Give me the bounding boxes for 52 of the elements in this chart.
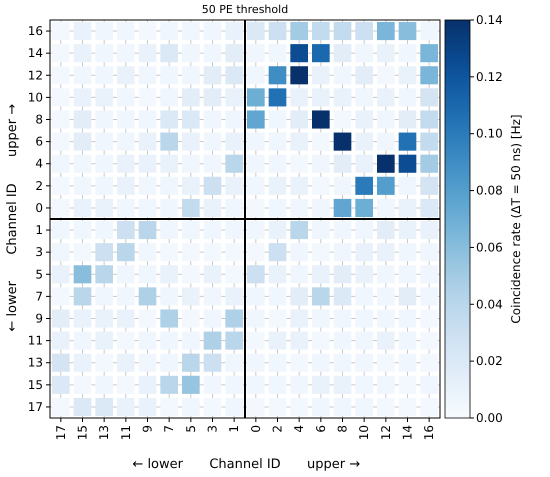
y-tick-label: 15 — [28, 378, 43, 392]
x-tick-label: 3 — [206, 425, 220, 433]
y-tick-label: 2 — [35, 178, 43, 193]
x-tick-label: 16 — [422, 425, 436, 440]
x-tick-label: 4 — [292, 425, 306, 433]
y-tick-label: 5 — [35, 267, 43, 282]
y-tick-label: 12 — [28, 68, 43, 82]
text: upper → — [307, 457, 360, 472]
x-tick-label: 7 — [162, 425, 176, 433]
color-bar-label: 0.10 — [476, 126, 503, 141]
text: ← lower — [5, 280, 20, 332]
y-tick-label: 14 — [28, 46, 43, 60]
x-axis-title: Channel ID — [209, 457, 281, 472]
color-bar-label: 0.02 — [476, 354, 503, 368]
x-tick-label: 15 — [76, 425, 90, 440]
chart-title: 50 PE threshold — [202, 3, 288, 16]
y-tick-label: 17 — [28, 400, 43, 414]
color-bar-title: Coincidence rate (ΔT = 50 ns) [Hz] — [509, 114, 523, 324]
y-tick-label: 3 — [35, 245, 43, 260]
y-tick-label: 6 — [35, 134, 43, 149]
x-tick-label: 14 — [400, 425, 414, 440]
y-tick-label: 0 — [35, 200, 43, 215]
x-tick-label: 10 — [357, 425, 372, 440]
y-tick-label: 1 — [35, 223, 43, 238]
x-tick-label: 8 — [336, 425, 350, 433]
y-tick-label: 8 — [35, 112, 43, 126]
x-tick-label: 13 — [97, 425, 112, 440]
y-tick-label: 10 — [28, 90, 43, 104]
x-tick-label: 12 — [378, 425, 393, 440]
color-bar-label: 0.06 — [476, 240, 503, 254]
x-tick-label: 5 — [184, 425, 198, 433]
x-tick-label: 1 — [227, 425, 242, 433]
y-tick-label: 16 — [28, 24, 43, 38]
y-tick-label: 7 — [35, 289, 43, 304]
x-tick-label: 2 — [270, 425, 284, 433]
color-bar-label: 0.14 — [476, 13, 503, 27]
color-bar-label: 0.12 — [476, 70, 503, 84]
y-tick-label: 4 — [35, 156, 43, 171]
x-tick-label: 0 — [248, 425, 263, 433]
y-tick-label: 13 — [28, 356, 43, 370]
x-tick-label: 9 — [140, 425, 154, 433]
y-axis-title: Channel ID — [5, 183, 20, 255]
color-bar-label: 0.00 — [476, 411, 503, 425]
x-tick-label: 17 — [54, 425, 68, 440]
color-bar-label: 0.04 — [476, 297, 503, 312]
x-tick-label: 6 — [314, 425, 328, 433]
color-bar-label: 0.08 — [476, 184, 503, 198]
y-tick-label: 11 — [28, 334, 43, 348]
y-tick-label: 9 — [35, 312, 43, 326]
x-tick-label: 11 — [118, 425, 133, 440]
text: upper → — [5, 104, 20, 157]
text: ← lower — [132, 457, 184, 472]
